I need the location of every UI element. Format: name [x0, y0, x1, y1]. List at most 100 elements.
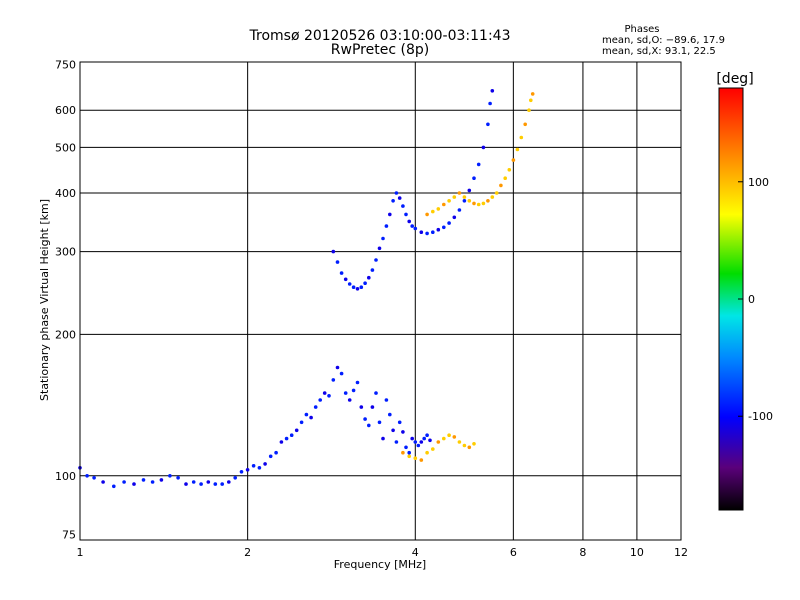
data-point — [309, 415, 313, 420]
data-point — [313, 405, 318, 409]
data-point — [299, 420, 304, 425]
data-point — [343, 391, 348, 395]
data-point — [327, 394, 331, 398]
x-tick-label: 12 — [674, 546, 688, 559]
data-point — [289, 433, 294, 438]
x-tick-label: 8 — [579, 546, 586, 559]
data-point — [251, 464, 256, 468]
data-point — [384, 224, 389, 228]
data-point — [511, 158, 516, 162]
data-point — [239, 470, 244, 474]
data-point — [416, 443, 421, 448]
y-tick-label: 300 — [55, 246, 76, 259]
data-point — [472, 201, 476, 206]
data-point — [413, 440, 418, 444]
data-point — [457, 208, 462, 212]
data-point — [467, 199, 472, 203]
grid-lines — [80, 62, 681, 540]
data-point — [233, 476, 237, 480]
data-point — [523, 122, 527, 127]
chart-title: Tromsø 20120526 03:10:00-03:11:43 — [249, 28, 511, 44]
data-point — [419, 458, 424, 462]
data-point — [413, 226, 418, 231]
data-point — [527, 108, 531, 112]
data-point — [442, 202, 446, 207]
data-point — [431, 209, 435, 214]
data-point — [410, 436, 415, 441]
data-point — [176, 476, 180, 480]
data-point — [367, 275, 371, 280]
legend-line-x: mean, sd,X: 93.1, 22.5 — [602, 46, 716, 57]
data-point — [452, 195, 457, 199]
data-point — [374, 258, 378, 262]
colorbar-ticks: 100 0 -100 — [738, 176, 773, 423]
data-point — [355, 380, 360, 385]
data-point — [199, 482, 203, 486]
y-tick-label: 75 — [62, 528, 76, 541]
y-tick-label: 400 — [55, 187, 76, 200]
data-point — [370, 268, 375, 272]
data-point — [488, 101, 492, 106]
data-point — [425, 433, 429, 438]
x-axis-label: Frequency [MHz] — [334, 558, 426, 571]
data-point — [472, 442, 476, 446]
data-point — [401, 204, 405, 208]
data-point — [467, 188, 472, 193]
data-point — [436, 227, 441, 232]
data-point — [351, 388, 356, 393]
data-point — [394, 440, 399, 444]
data-point — [436, 207, 441, 211]
data-point — [191, 480, 196, 484]
data-point — [457, 440, 462, 444]
data-point — [436, 440, 441, 444]
x-tick-label: 6 — [510, 546, 517, 559]
data-point — [529, 98, 533, 103]
data-point — [397, 420, 402, 425]
data-point — [410, 224, 415, 228]
data-point — [339, 371, 344, 376]
x-tick-label: 2 — [244, 546, 251, 559]
data-point — [370, 405, 375, 409]
y-tick-label: 100 — [55, 470, 76, 483]
x-tick-label: 10 — [630, 546, 644, 559]
data-point — [462, 199, 467, 203]
data-point — [391, 428, 395, 433]
data-point — [122, 480, 126, 484]
data-point — [447, 199, 451, 203]
data-point — [442, 225, 446, 230]
data-point — [112, 484, 116, 489]
data-point — [442, 436, 446, 441]
data-point — [279, 440, 284, 444]
data-point — [359, 405, 364, 409]
data-point — [447, 433, 451, 438]
data-point — [404, 445, 408, 450]
data-point — [407, 219, 412, 224]
data-point — [377, 420, 382, 425]
data-point — [367, 423, 371, 428]
data-point — [519, 135, 524, 140]
data-point — [503, 176, 508, 180]
y-tick-label: 200 — [55, 328, 76, 341]
data-point — [206, 480, 211, 484]
data-point — [481, 145, 486, 150]
data-point — [401, 430, 405, 434]
data-point — [388, 412, 392, 417]
colorbar — [718, 87, 744, 511]
data-point — [343, 277, 348, 282]
data-point — [401, 450, 405, 455]
data-point — [494, 191, 499, 195]
data-point — [419, 440, 424, 444]
data-point — [462, 195, 467, 199]
data-point — [220, 482, 224, 486]
data-point — [499, 183, 503, 188]
data-point — [335, 365, 340, 370]
data-point — [381, 236, 385, 241]
data-point — [257, 466, 262, 470]
data-point — [227, 480, 231, 484]
data-point — [394, 191, 399, 195]
data-point — [388, 212, 392, 217]
data-point — [351, 285, 356, 290]
data-point — [304, 412, 309, 417]
data-point — [274, 450, 278, 455]
data-point — [419, 230, 424, 234]
